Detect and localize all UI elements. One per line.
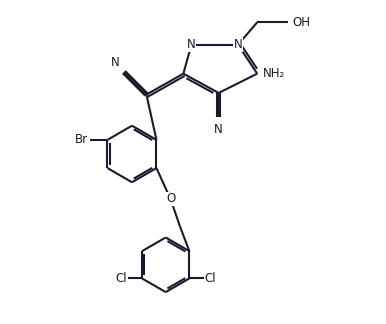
Text: N: N	[111, 56, 120, 69]
Text: Br: Br	[75, 133, 88, 146]
Text: N: N	[214, 123, 223, 136]
Text: N: N	[187, 38, 196, 51]
Text: NH₂: NH₂	[263, 67, 285, 80]
Text: Cl: Cl	[205, 272, 217, 285]
Text: Cl: Cl	[115, 272, 127, 285]
Text: OH: OH	[293, 16, 311, 29]
Text: O: O	[166, 192, 175, 205]
Text: N: N	[234, 38, 242, 51]
